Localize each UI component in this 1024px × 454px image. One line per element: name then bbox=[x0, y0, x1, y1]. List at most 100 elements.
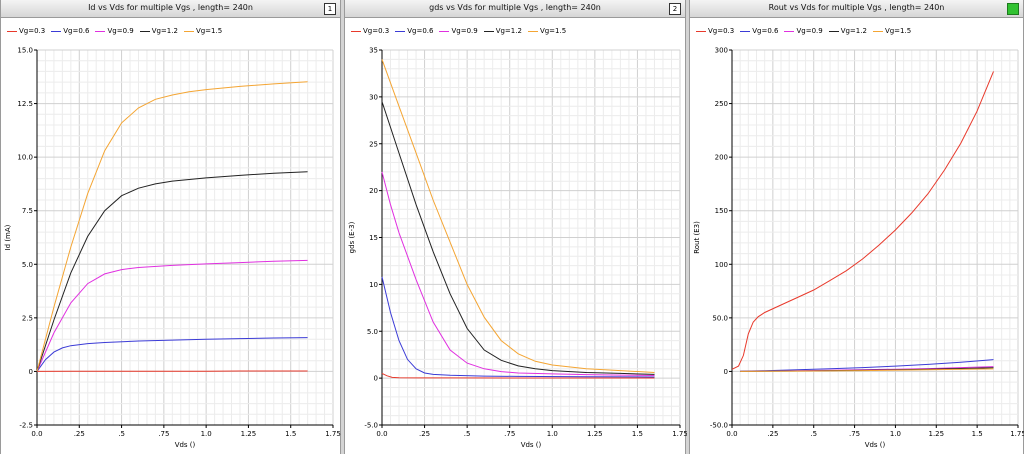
x-tick-label: .75 bbox=[158, 430, 169, 438]
x-axis-label: Vds () bbox=[865, 441, 886, 449]
legend-item: Vg=1.5 bbox=[183, 24, 223, 38]
chart-plot-area: -5.0 0 5.0 10 15 20 25 30 35 0.0 .25 .5 .75 1.0 1.25 1.… bbox=[348, 47, 687, 450]
y-tick-label: 0 bbox=[724, 368, 728, 376]
chart-legend: Vg=0.3 Vg=0.6 Vg=0.9 Vg=1.2 Vg=1.5 bbox=[696, 24, 911, 38]
panel-title: Rout vs Vds for multiple Vgs , length= 2… bbox=[768, 3, 945, 12]
y-tick-label: 100 bbox=[715, 261, 728, 269]
legend-swatch bbox=[395, 30, 406, 32]
legend-label: Vg=1.5 bbox=[195, 27, 223, 35]
legend-swatch bbox=[483, 30, 494, 32]
x-tick-label: 1.0 bbox=[890, 430, 901, 438]
legend-label: Vg=1.2 bbox=[495, 27, 522, 35]
y-tick-label: 30 bbox=[369, 93, 378, 101]
legend-label: Vg=0.3 bbox=[708, 27, 735, 35]
panel-title-bar: Rout vs Vds for multiple Vgs , length= 2… bbox=[690, 0, 1023, 18]
series-line bbox=[36, 81, 308, 372]
y-tick-label: 200 bbox=[715, 154, 728, 162]
legend-swatch bbox=[439, 30, 450, 32]
x-tick-label: 1.0 bbox=[201, 430, 212, 438]
x-axis-label: Vds () bbox=[521, 441, 542, 449]
legend-item: Vg=0.3 bbox=[696, 24, 734, 38]
y-tick-label: 150 bbox=[715, 207, 728, 215]
x-tick-label: 0.0 bbox=[376, 430, 387, 438]
panel-title-bar: gds vs Vds for multiple Vgs , length= 24… bbox=[345, 0, 685, 18]
series-line bbox=[740, 368, 994, 372]
legend-label: Vg=0.6 bbox=[63, 27, 90, 35]
legend-swatch bbox=[183, 30, 194, 32]
legend-item: Vg=0.3 bbox=[351, 24, 389, 38]
x-tick-label: .25 bbox=[767, 430, 778, 438]
legend-swatch bbox=[139, 30, 150, 32]
chart-plot-area: -50.0 0 50.0 100 150 200 250 300 0.0 .25 .5 .75 1.0 1… bbox=[693, 47, 1024, 450]
legend-label: Vg=0.6 bbox=[752, 27, 779, 35]
panel-number-badge[interactable]: 1 bbox=[324, 3, 336, 15]
y-tick-label: -2.5 bbox=[19, 422, 33, 430]
legend-swatch bbox=[696, 30, 706, 32]
chart-panel-1: Id vs Vds for multiple Vgs , length= 240… bbox=[0, 0, 341, 454]
legend-item: Vg=0.9 bbox=[439, 24, 478, 38]
y-tick-label: -5.0 bbox=[364, 422, 378, 430]
legend-item: Vg=0.3 bbox=[7, 24, 45, 38]
legend-swatch bbox=[784, 30, 795, 32]
x-axis-label: Vds () bbox=[175, 441, 196, 449]
x-tick-label: 1.75 bbox=[1010, 430, 1024, 438]
series-line bbox=[36, 337, 308, 372]
y-tick-label: 20 bbox=[369, 187, 378, 195]
grid bbox=[731, 49, 1019, 426]
panel-number-badge[interactable]: 2 bbox=[669, 3, 681, 15]
series-line bbox=[36, 259, 308, 372]
legend-item: Vg=1.5 bbox=[872, 24, 911, 38]
legend-item: Vg=1.2 bbox=[139, 24, 178, 38]
series-line bbox=[740, 359, 994, 372]
series-line bbox=[731, 71, 994, 370]
grid bbox=[36, 49, 334, 426]
series-line bbox=[36, 171, 308, 372]
legend-label: Vg=1.2 bbox=[151, 27, 178, 35]
x-tick-label: 0.0 bbox=[726, 430, 737, 438]
series-line bbox=[381, 171, 655, 376]
legend-label: Vg=0.9 bbox=[107, 27, 134, 35]
legend-swatch bbox=[828, 30, 839, 32]
y-tick-label: 0 bbox=[29, 368, 33, 376]
legend-item: Vg=0.6 bbox=[51, 24, 89, 38]
x-tick-label: 1.25 bbox=[241, 430, 257, 438]
x-tick-label: 1.0 bbox=[547, 430, 558, 438]
legend-swatch bbox=[95, 30, 106, 32]
y-tick-label: 10 bbox=[369, 281, 378, 289]
x-tick-label: 1.75 bbox=[672, 430, 687, 438]
panel-title-bar: Id vs Vds for multiple Vgs , length= 240… bbox=[1, 0, 340, 18]
legend-label: Vg=0.9 bbox=[451, 27, 478, 35]
x-tick-label: .75 bbox=[504, 430, 515, 438]
y-tick-label: 300 bbox=[715, 47, 728, 55]
legend-item: Vg=0.6 bbox=[740, 24, 778, 38]
chart-plot-area: -2.5 0 2.5 5.0 7.5 10.0 12.5 15.0 0.0 .25 .5 .75 1.0… bbox=[4, 47, 341, 450]
legend-swatch bbox=[351, 30, 361, 32]
series-line bbox=[381, 276, 655, 378]
legend-item: Vg=1.2 bbox=[828, 24, 867, 38]
y-tick-label: 0 bbox=[374, 375, 378, 383]
chart-legend: Vg=0.3 Vg=0.6 Vg=0.9 Vg=1.2 Vg=1.5 bbox=[7, 24, 222, 38]
legend-label: Vg=0.3 bbox=[19, 27, 46, 35]
legend-item: Vg=0.6 bbox=[395, 24, 433, 38]
legend-swatch bbox=[872, 30, 883, 32]
legend-swatch bbox=[740, 30, 751, 32]
chart-panel-3: Rout vs Vds for multiple Vgs , length= 2… bbox=[689, 0, 1024, 454]
y-tick-label: 5.0 bbox=[367, 328, 378, 336]
y-tick-label: 2.5 bbox=[22, 314, 33, 322]
y-tick-label: 25 bbox=[369, 140, 378, 148]
panel-status-badge[interactable] bbox=[1007, 3, 1019, 15]
y-axis-label: Id (mA) bbox=[4, 224, 12, 250]
y-tick-label: 35 bbox=[369, 47, 378, 55]
legend-label: Vg=0.3 bbox=[363, 27, 390, 35]
panel-title: Id vs Vds for multiple Vgs , length= 240… bbox=[88, 3, 253, 12]
x-tick-label: .25 bbox=[74, 430, 85, 438]
x-tick-label: 1.25 bbox=[587, 430, 603, 438]
series-line bbox=[381, 372, 655, 379]
x-tick-label: 0.0 bbox=[31, 430, 42, 438]
x-tick-label: .5 bbox=[464, 430, 471, 438]
legend-swatch bbox=[51, 30, 62, 32]
legend-label: Vg=1.5 bbox=[539, 27, 567, 35]
y-tick-label: 5.0 bbox=[22, 261, 33, 269]
legend-swatch bbox=[527, 30, 538, 32]
y-axis-label: Rout (E3) bbox=[693, 221, 701, 254]
